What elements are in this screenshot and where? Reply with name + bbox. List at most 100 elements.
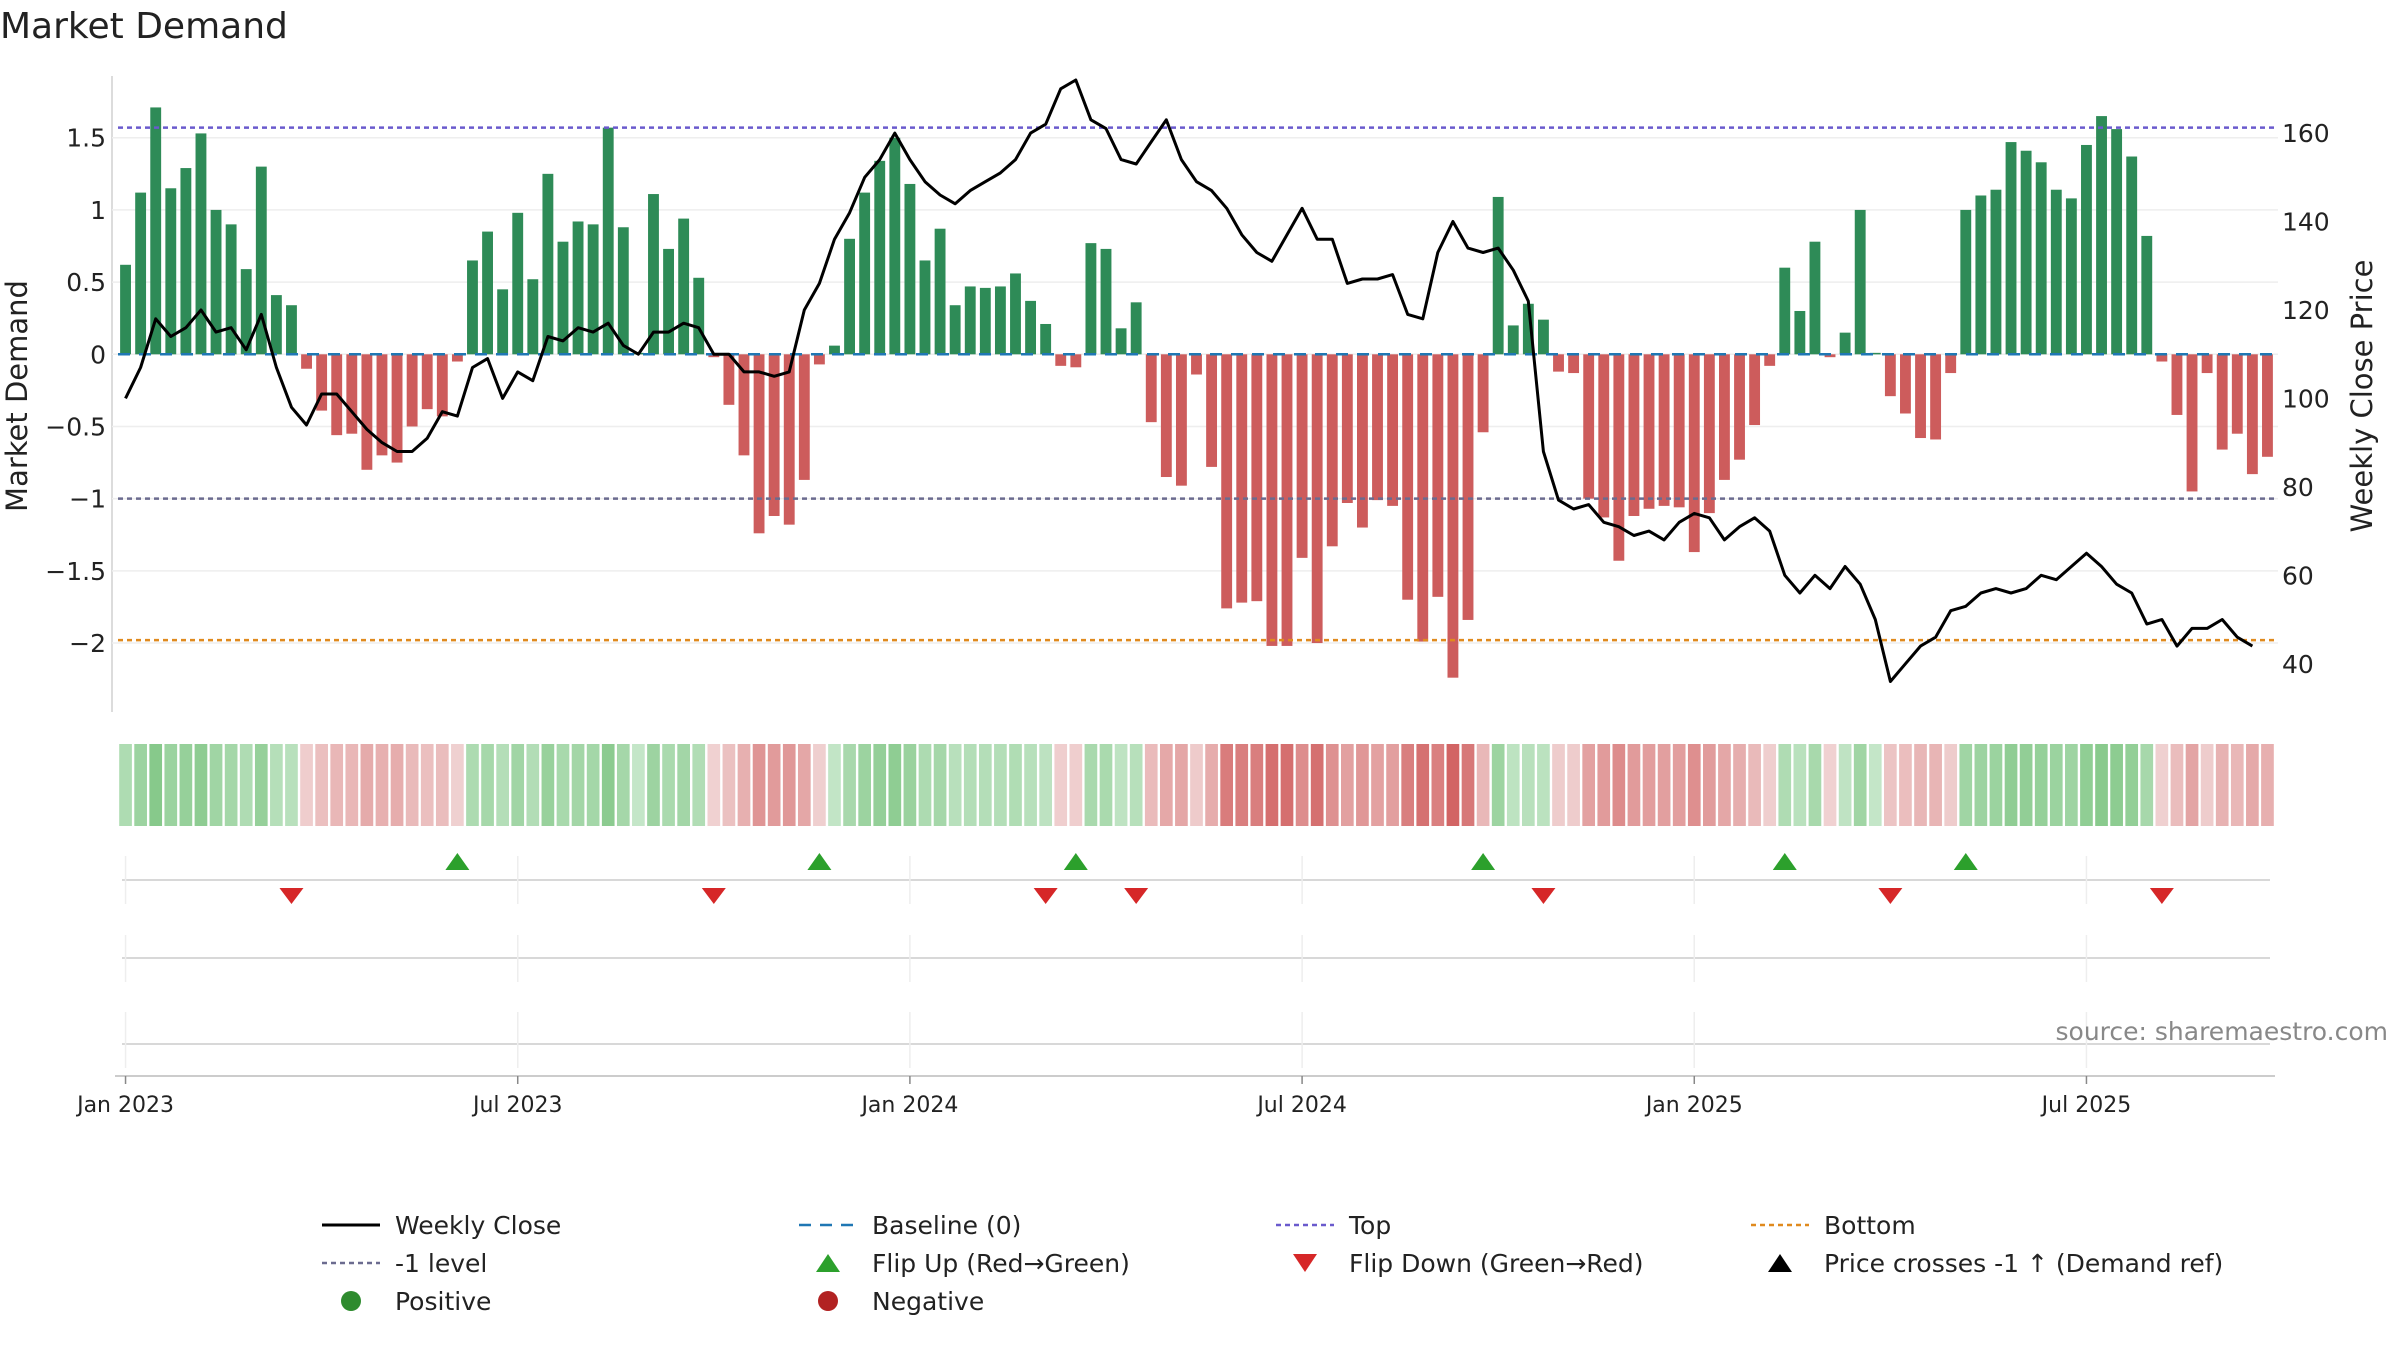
- y2-tick-label: 60: [2282, 561, 2314, 590]
- heat-cell: [1944, 744, 1958, 826]
- y-tick-label: −1: [69, 485, 106, 514]
- heat-cell: [209, 744, 223, 826]
- y2-tick-label: 160: [2282, 119, 2330, 148]
- demand-bar: [2020, 150, 2032, 355]
- heat-cell: [496, 744, 509, 826]
- x-tick-label: Jan 2024: [859, 1093, 958, 1118]
- heat-strip: [119, 744, 2274, 826]
- heat-cell: [843, 744, 856, 826]
- heat-cell: [978, 744, 992, 826]
- heat-cell: [1265, 744, 1279, 826]
- demand-bar: [617, 227, 629, 355]
- demand-bar: [436, 354, 448, 417]
- heat-cell: [1582, 744, 1596, 826]
- x-tick-label: Jul 2024: [1255, 1093, 1347, 1118]
- legend-item: Flip Down (Green→Red): [1293, 1249, 1644, 1278]
- demand-bar: [1236, 354, 1248, 603]
- heat-cell: [1703, 744, 1716, 826]
- legend-item: -1 level: [322, 1249, 487, 1278]
- demand-bar: [648, 194, 659, 355]
- demand-bar: [1085, 243, 1097, 355]
- demand-bar: [150, 107, 162, 355]
- demand-bar: [738, 354, 750, 456]
- y2-tick-label: 80: [2282, 473, 2314, 502]
- heat-cell: [2065, 744, 2078, 826]
- heat-cell: [782, 744, 796, 826]
- demand-bar: [708, 354, 720, 358]
- heat-cell: [1295, 744, 1309, 826]
- legend-item: Top: [1276, 1211, 1391, 1240]
- legend-item: Baseline (0): [799, 1211, 1021, 1240]
- heat-cell: [1371, 744, 1384, 826]
- demand-bar: [255, 166, 267, 355]
- flip-down-marker: [701, 888, 726, 904]
- demand-bar: [557, 241, 569, 355]
- y2-tick-label: 140: [2282, 208, 2330, 237]
- heat-cell: [451, 744, 464, 826]
- heat-cell: [1537, 744, 1550, 826]
- flip-down-marker: [2149, 888, 2174, 904]
- heat-cell: [1959, 744, 1973, 826]
- heat-cell: [1853, 744, 1867, 826]
- heat-cell: [1024, 744, 1037, 826]
- heat-cell: [1205, 744, 1218, 826]
- flip-up-marker: [445, 853, 470, 870]
- demand-bar: [1160, 354, 1172, 478]
- heat-cell: [119, 744, 132, 826]
- demand-bar: [1613, 354, 1625, 561]
- flip-down-marker: [1878, 888, 1903, 904]
- demand-bar: [844, 238, 856, 355]
- heat-cell: [1929, 744, 1942, 826]
- heat-cell: [1220, 744, 1234, 826]
- demand-bar: [1779, 267, 1791, 355]
- heat-cell: [1310, 744, 1324, 826]
- heat-cell: [2019, 744, 2033, 826]
- heat-cell: [1069, 744, 1083, 826]
- heat-cell: [1552, 744, 1565, 826]
- demand-bar: [527, 279, 539, 355]
- heat-cell: [1733, 744, 1746, 826]
- heat-cell: [435, 744, 449, 826]
- heat-cell: [1009, 744, 1022, 826]
- demand-bar: [1945, 354, 1957, 374]
- demand-bar: [1130, 302, 1142, 355]
- demand-bar: [1477, 354, 1489, 433]
- heat-cell: [1446, 744, 1460, 826]
- demand-bar: [225, 224, 237, 355]
- demand-bar: [1824, 354, 1836, 358]
- heat-cell: [224, 744, 238, 826]
- demand-bar: [813, 354, 825, 365]
- heat-cell: [285, 744, 298, 826]
- heat-cell: [797, 744, 811, 826]
- demand-bar: [663, 248, 674, 355]
- heat-cell: [767, 744, 781, 826]
- heat-cell: [466, 744, 479, 826]
- heat-cell: [737, 744, 751, 826]
- legend-label: Baseline (0): [872, 1211, 1021, 1240]
- demand-bar: [2035, 162, 2047, 355]
- demand-bar: [2216, 354, 2228, 450]
- legend-flip-down-icon: [1293, 1254, 1317, 1272]
- heat-cell: [330, 744, 344, 826]
- heat-cell: [1823, 744, 1837, 826]
- heat-cell: [918, 744, 932, 826]
- demand-bar: [2096, 116, 2107, 355]
- heat-cell: [1642, 744, 1656, 826]
- legend-label: Weekly Close: [395, 1211, 561, 1240]
- x-axis: Jan 2023 Jul 2023 Jan 2024 Jul 2024 Jan 2025…: [75, 1075, 2275, 1118]
- demand-bar: [1507, 325, 1519, 355]
- demand-bar: [512, 212, 524, 355]
- legend-label: Top: [1348, 1211, 1391, 1240]
- legend-label: Flip Down (Green→Red): [1349, 1249, 1644, 1278]
- demand-bar: [1432, 354, 1444, 597]
- heat-cell: [1778, 744, 1792, 826]
- demand-bar: [2126, 156, 2138, 355]
- heat-cell: [1974, 744, 1988, 826]
- heat-cell: [1748, 744, 1761, 826]
- demand-bar: [1658, 354, 1670, 506]
- demand-bar: [1251, 354, 1263, 602]
- demand-bar: [120, 264, 131, 355]
- heat-cell: [541, 744, 555, 826]
- heat-cell: [647, 744, 660, 826]
- heat-cell: [933, 744, 947, 826]
